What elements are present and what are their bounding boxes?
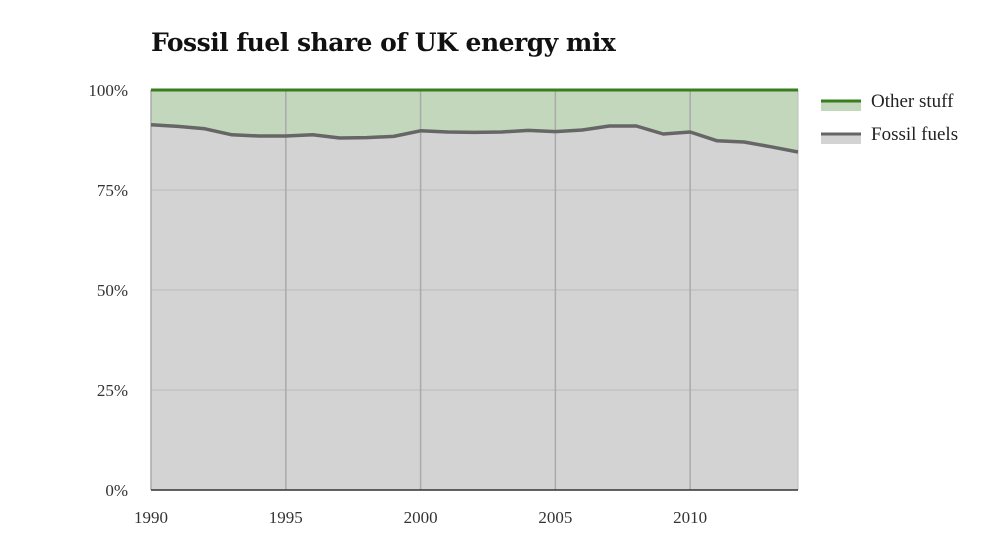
- x-tick-label: 2005: [538, 508, 572, 527]
- fossil-fuels-area: [151, 124, 798, 491]
- x-tick-label: 2000: [404, 508, 438, 527]
- x-tick-label: 1995: [269, 508, 303, 527]
- y-tick-label: 0%: [105, 481, 128, 500]
- legend-label: Other stuff: [871, 91, 954, 112]
- legend-label: Fossil fuels: [871, 124, 958, 145]
- y-tick-label: 50%: [97, 281, 128, 300]
- chart-title: Fossil fuel share of UK energy mix: [151, 28, 616, 57]
- y-tick-label: 25%: [97, 381, 128, 400]
- x-tick-label: 2010: [673, 508, 707, 527]
- legend-swatch: [821, 101, 861, 111]
- fossil-fuels-line: [150, 123, 799, 154]
- x-tick-label: 1990: [134, 508, 168, 527]
- legend-swatch: [821, 134, 861, 144]
- y-tick-label: 75%: [97, 181, 128, 200]
- y-tick-label: 100%: [88, 81, 128, 100]
